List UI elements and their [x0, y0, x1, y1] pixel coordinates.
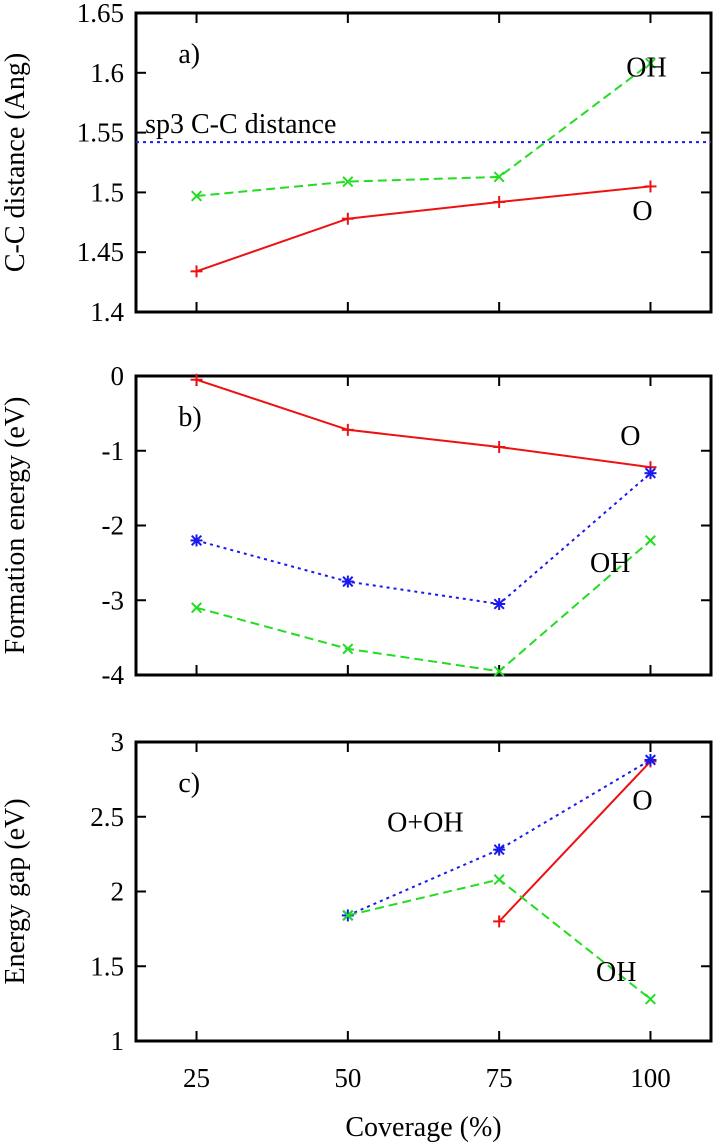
series-annotation: OH — [596, 957, 636, 988]
panel-label: c) — [178, 768, 200, 799]
data-point — [493, 597, 506, 610]
data-point — [342, 909, 354, 921]
x-tick-label: 50 — [334, 1063, 361, 1093]
data-point — [341, 212, 354, 225]
series-line-o — [498, 760, 652, 923]
y-axis-label: Formation energy (eV) — [0, 397, 31, 655]
series-line-o — [196, 185, 651, 273]
y-axis-label: Energy gap (eV) — [0, 798, 31, 984]
series-annotation: O — [632, 785, 652, 816]
y-tick-label: -2 — [102, 511, 125, 541]
y-tick-label: 1.6 — [90, 58, 124, 88]
data-point — [342, 176, 354, 188]
data-point — [644, 180, 657, 193]
y-tick-label: 0 — [111, 361, 125, 391]
reference-line-label: sp3 C-C distance — [145, 109, 336, 140]
data-point — [190, 373, 203, 386]
series-annotation: OH — [590, 548, 630, 579]
x-tick-label: 25 — [183, 1063, 210, 1093]
x-axis-label: Coverage (%) — [345, 1112, 501, 1143]
data-point — [191, 190, 203, 202]
series-line-o — [196, 378, 651, 469]
series-line-oh — [196, 539, 652, 673]
data-point — [493, 874, 505, 886]
y-tick-label: 1.5 — [90, 951, 124, 981]
data-point — [493, 171, 505, 183]
y-tick-label: 1.65 — [77, 0, 124, 28]
data-point — [191, 602, 203, 614]
data-point — [190, 265, 203, 278]
data-point — [493, 441, 506, 454]
series-annotation: O — [632, 196, 652, 227]
data-point — [493, 843, 506, 856]
plot-frame-1 — [134, 11, 713, 314]
y-tick-label: 1.5 — [90, 177, 124, 207]
y-tick-label: 1 — [111, 1026, 125, 1056]
panel-label: b) — [178, 402, 201, 433]
y-tick-label: -3 — [102, 585, 125, 615]
panel-label: a) — [178, 39, 200, 70]
data-point — [341, 575, 354, 588]
data-point — [341, 423, 354, 436]
data-point — [493, 195, 506, 208]
data-point — [644, 753, 657, 766]
plot-frame-3 — [134, 740, 713, 1043]
data-point — [493, 665, 505, 677]
data-point — [190, 534, 203, 547]
series-annotation: OH — [626, 52, 666, 83]
y-tick-label: -4 — [102, 660, 125, 690]
series-line-o-oh — [196, 472, 652, 606]
y-tick-label: 2 — [111, 877, 125, 907]
y-tick-label: 1.55 — [77, 118, 124, 148]
data-point — [644, 534, 656, 546]
data-point — [644, 467, 657, 480]
y-tick-label: 1.45 — [77, 237, 124, 267]
data-point — [644, 57, 656, 69]
y-tick-label: 2.5 — [90, 802, 124, 832]
x-tick-label: 100 — [630, 1063, 671, 1093]
x-tick-label: 75 — [486, 1063, 513, 1093]
data-point — [493, 915, 506, 928]
data-point — [644, 993, 656, 1005]
series-annotation: O+OH — [387, 808, 463, 839]
data-point — [342, 643, 354, 655]
series-annotation: O — [620, 421, 640, 452]
y-axis-label: C-C distance (Ang) — [0, 53, 31, 272]
series-line-oh — [196, 62, 652, 197]
series-line-o-oh — [347, 759, 652, 917]
y-tick-label: 1.4 — [90, 297, 124, 327]
y-tick-label: 3 — [111, 727, 125, 757]
y-tick-label: -1 — [102, 436, 125, 466]
